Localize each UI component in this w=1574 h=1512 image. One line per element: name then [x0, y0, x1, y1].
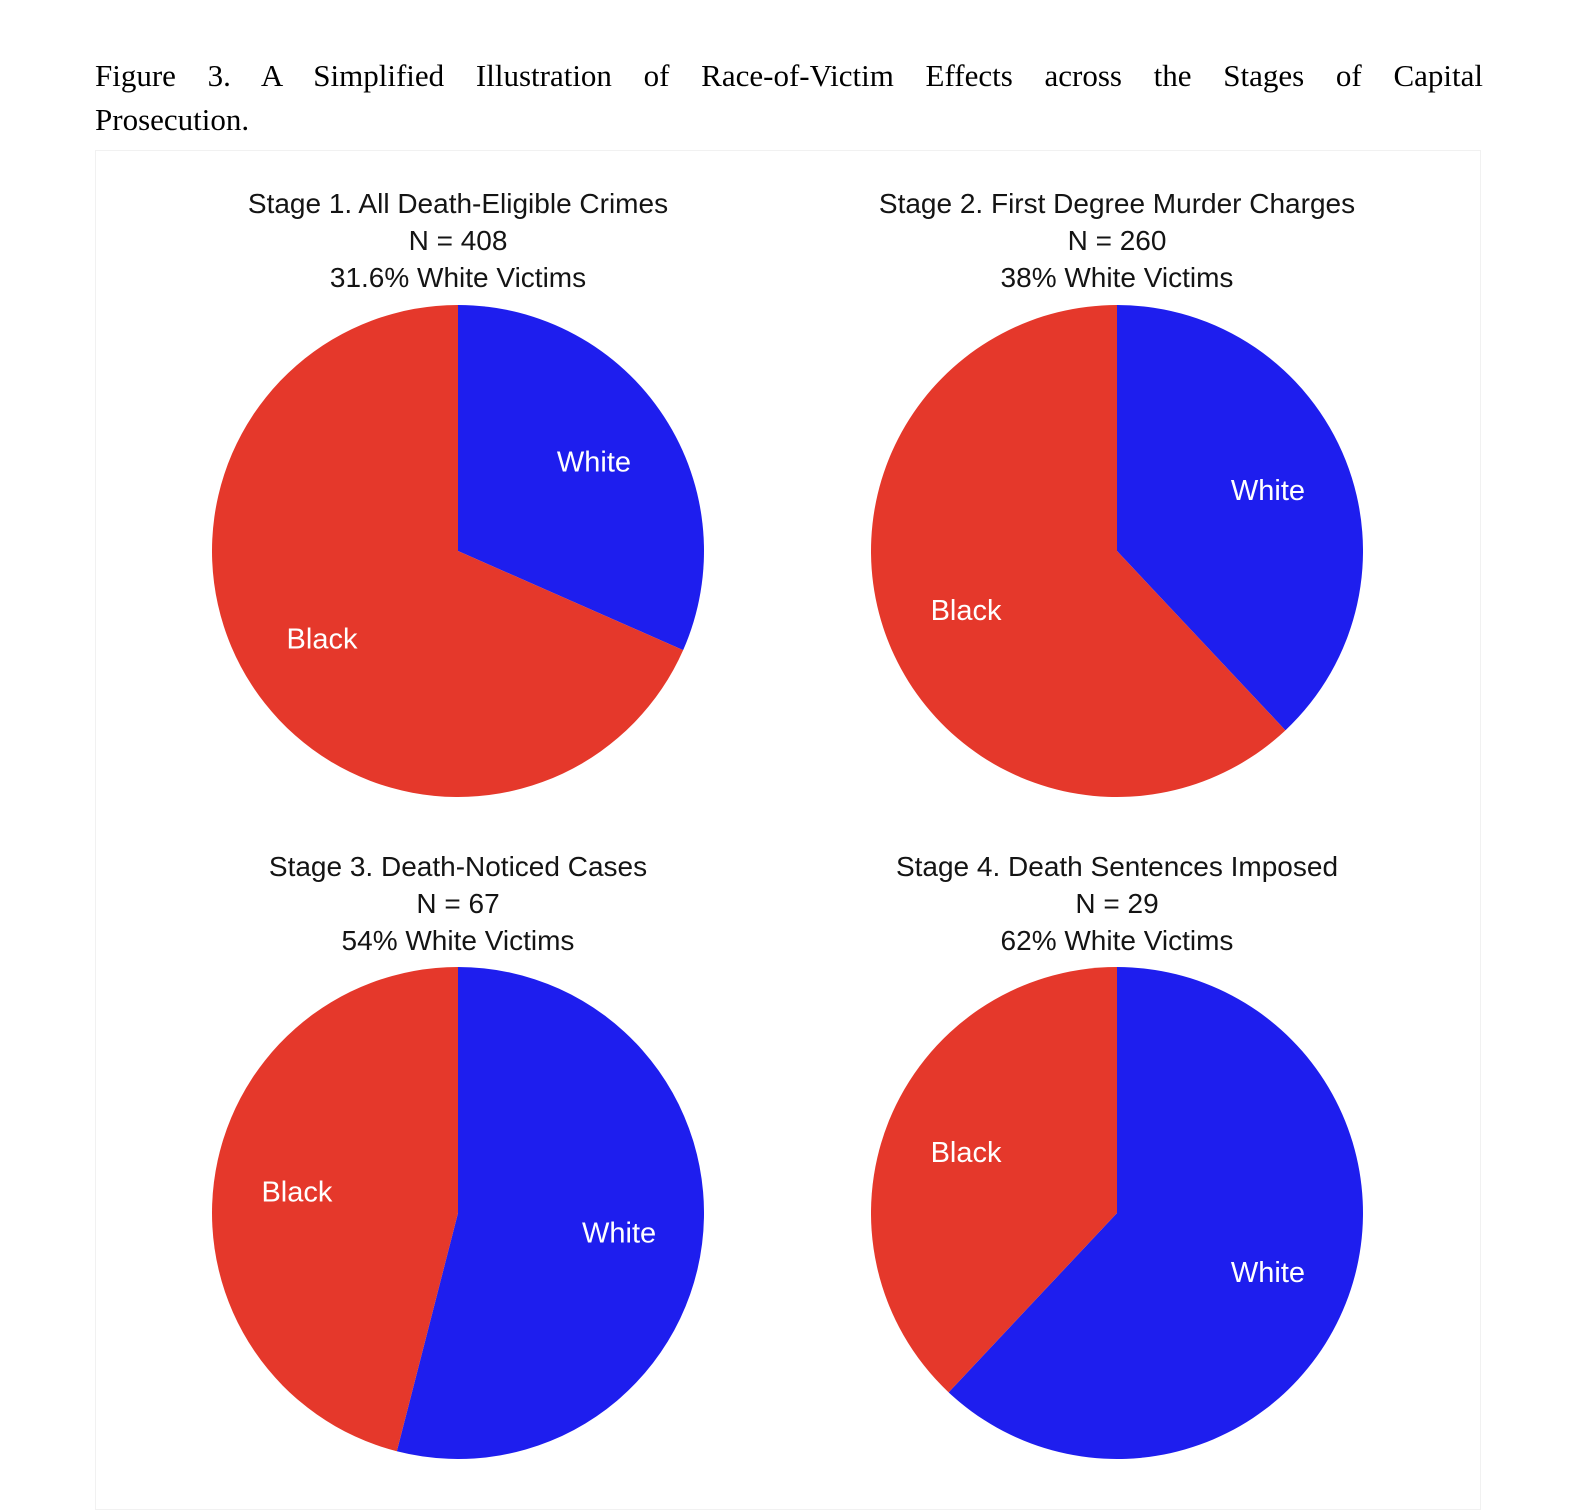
pie-slice-label-white: White: [582, 1217, 656, 1249]
pie-chart: White Black: [212, 305, 704, 797]
pie-chart: White Black: [871, 305, 1363, 797]
pie-slice-white-victims: [1117, 305, 1363, 731]
figure-caption: Figure 3. A Simplified Illustration of R…: [95, 54, 1483, 142]
pie-slice-label-black: Black: [931, 1137, 1002, 1169]
pie-title-n: N = 408: [408, 225, 508, 256]
pie-slice-white-victims: [458, 305, 704, 651]
pie-slice-black-victims: [871, 305, 1286, 797]
figure-caption-line2: Prosecution.: [95, 102, 250, 137]
pie-title-n: N = 29: [1075, 888, 1159, 919]
pie-title-pct: 31.6% White Victims: [329, 262, 587, 293]
pie-slice-label-black: Black: [931, 595, 1002, 627]
pie-title-pct: 62% White Victims: [1000, 925, 1234, 956]
pie-slice-black-victims: [212, 967, 458, 1452]
pie-slice-label-white: White: [557, 446, 631, 478]
pie-slice-white-victims: [396, 967, 704, 1459]
pie-title-pct: 54% White Victims: [341, 925, 575, 956]
pie-chart: White Black: [212, 967, 704, 1459]
pie-title-stage: Stage 2. First Degree Murder Charges: [878, 188, 1356, 219]
pie-slice-label-white: White: [1231, 1257, 1305, 1289]
pie-slice-black-victims: [212, 305, 684, 797]
pie-slice-black-victims: [871, 967, 1117, 1393]
pie-slice-label-black: Black: [261, 1177, 332, 1209]
pie-title-stage: Stage 3. Death-Noticed Cases: [268, 851, 648, 882]
pie-chart-title: Stage 3. Death-Noticed Cases N = 67 54% Wh…: [138, 848, 778, 959]
figure-image-area: Stage 1. All Death-Eligible Crimes N = 40…: [95, 150, 1481, 1510]
pie-chart-title: Stage 1. All Death-Eligible Crimes N = 40…: [138, 185, 778, 296]
pie-title-n: N = 260: [1067, 225, 1167, 256]
pie-slice-label-black: Black: [287, 624, 358, 656]
pie-title-n: N = 67: [416, 888, 500, 919]
pie-title-pct: 38% White Victims: [1000, 262, 1234, 293]
pie-title-stage: Stage 4. Death Sentences Imposed: [895, 851, 1339, 882]
pie-chart-title: Stage 4. Death Sentences Imposed N = 29 62…: [797, 848, 1437, 959]
pie-chart: White Black: [871, 967, 1363, 1459]
figure-caption-line1: Figure 3. A Simplified Illustration of R…: [95, 58, 1483, 93]
pie-slice-label-white: White: [1231, 475, 1305, 507]
pie-slice-white-victims: [948, 967, 1363, 1459]
pie-title-stage: Stage 1. All Death-Eligible Crimes: [247, 188, 669, 219]
pie-chart-title: Stage 2. First Degree Murder Charges N = …: [797, 185, 1437, 296]
